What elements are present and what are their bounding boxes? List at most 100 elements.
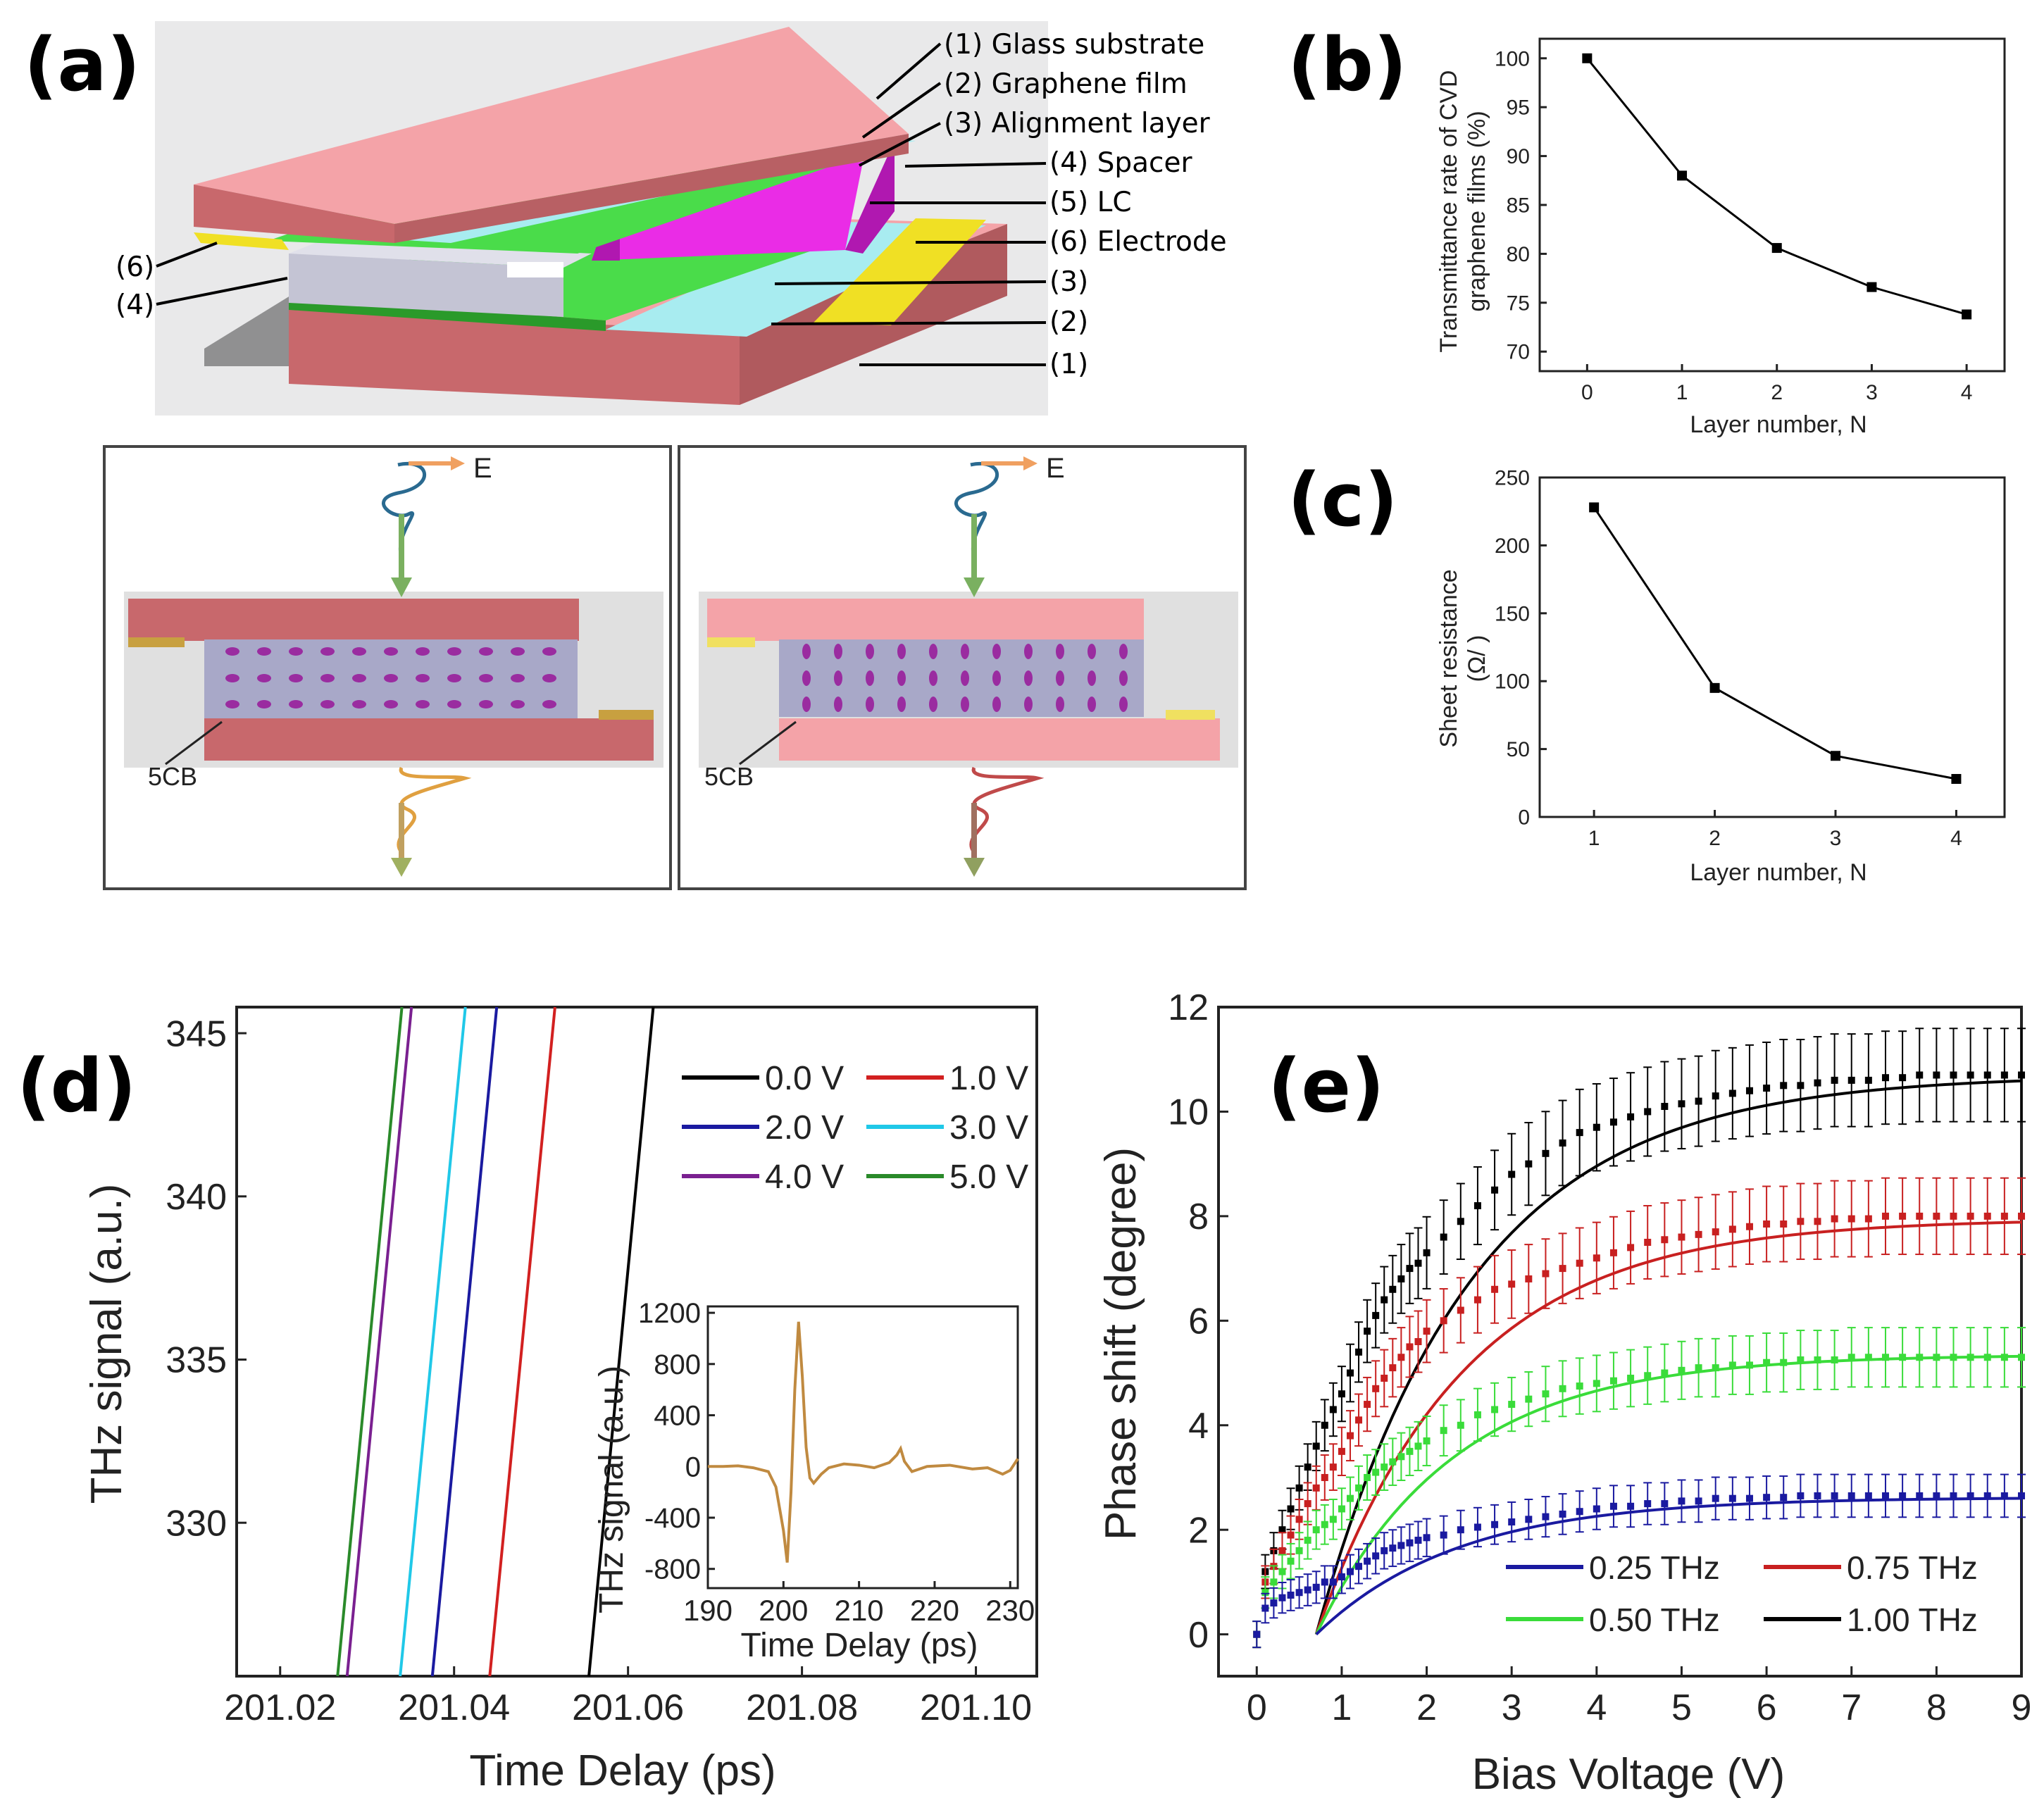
chart-e-point (1295, 1547, 1303, 1554)
chart-e-point (1627, 1244, 1635, 1251)
chart-e-ytick-label: 0 (1188, 1615, 1209, 1656)
chart-c-ytick-label: 100 (1495, 670, 1530, 694)
chart-c-xlabel: Layer number, N (1690, 859, 1867, 886)
chart-c: 1 2 3 4 0 50 100 150 200 250 (1495, 467, 2006, 850)
chart-e-point (1278, 1526, 1286, 1534)
chart-e-point (1253, 1630, 1261, 1638)
chart-e-point (1542, 1513, 1550, 1521)
chart-e-point (1627, 1502, 1635, 1510)
chart-e-point (1864, 1492, 1872, 1499)
field-label-on: E (1046, 453, 1065, 484)
chart-e-point (1381, 1463, 1388, 1471)
transmitted-arrow-on (964, 858, 985, 877)
chart-d-inset-ytick-label: 0 (685, 1451, 701, 1482)
chart-e-point (1295, 1516, 1303, 1523)
chart-d-inset-xtick-label: 220 (910, 1594, 959, 1627)
chart-e-point (1881, 1212, 1889, 1220)
chart-d-plot-frame (235, 1006, 1038, 1678)
chart-e-point (1457, 1526, 1464, 1534)
chart-d-legend-label: 4.0 V (765, 1159, 844, 1196)
chart-e-point (1473, 1296, 1481, 1304)
chart-e-point (1329, 1516, 1337, 1523)
chart-e-point (1847, 1492, 1855, 1499)
chart-e-point (1695, 1097, 1702, 1105)
chart-e-xlabel: Bias Voltage (V) (1472, 1750, 1786, 1799)
chart-e-point (1389, 1544, 1397, 1552)
chart-e-point (1661, 1500, 1669, 1508)
chart-d-inset-series-line (708, 1321, 1019, 1563)
chart-e-point (1847, 1215, 1855, 1223)
chart-e-point (1728, 1361, 1736, 1369)
chart-d-inset-xtick-label: 230 (985, 1594, 1035, 1627)
chart-d-legend-label: 5.0 V (949, 1159, 1028, 1196)
chart-e-point (1312, 1484, 1320, 1492)
chart-d-xtick-label: 201.10 (920, 1687, 1032, 1728)
chart-c-ytick-label: 50 (1507, 738, 1530, 761)
chart-e-point (1381, 1296, 1388, 1304)
chart-e-ytick-label: 4 (1188, 1406, 1209, 1447)
chart-e-point (1542, 1270, 1550, 1278)
chart-d-inset: 190 200 210 220 230 -800 -400 0 400 800 1200 (638, 1298, 1035, 1627)
chart-e-point (1508, 1401, 1516, 1409)
chart-b-point (1582, 53, 1593, 63)
chart-d-inset-ytick-label: -800 (644, 1554, 701, 1585)
chart-e-point (1381, 1374, 1388, 1382)
chart-c-ytick-label: 200 (1495, 535, 1530, 558)
chart-e-legend-label: 1.00 THz (1847, 1601, 1978, 1638)
callouts-right (771, 42, 1047, 366)
transmitted-wave-on (969, 766, 1045, 854)
top-glass-side (394, 134, 909, 243)
chart-e-point (1329, 1578, 1337, 1586)
chart-e-legend: 0.25 THz 0.75 THz 0.50 THz 1.00 THz (1506, 1549, 1978, 1638)
chart-e-point (1847, 1354, 1855, 1361)
chart-e-point (1287, 1531, 1295, 1539)
chart-e-point (1329, 1406, 1337, 1413)
chart-b-ytick-label: 100 (1495, 47, 1530, 70)
top-glass-on (707, 599, 1144, 641)
chart-e-xtick-label: 0 (1247, 1687, 1267, 1728)
chart-e-point (1763, 1085, 1771, 1092)
chart-e-point (2018, 1071, 2025, 1079)
chart-e-point (1780, 1220, 1788, 1228)
chart-e-point (1321, 1521, 1328, 1528)
callout-lc: (5) LC (1049, 187, 1132, 218)
chart-e-point (1576, 1508, 1583, 1516)
panel-b: (b) 0 1 2 3 4 70 75 80 85 90 95 100 Transmittance r… (1288, 22, 2006, 438)
chart-b-plot-frame (1538, 37, 2006, 373)
chart-d-xtick-label: 201.04 (398, 1687, 510, 1728)
chart-e-fit-curve (1315, 1497, 2022, 1636)
lc-pointer-off (165, 720, 223, 766)
chart-e-xtick-label: 7 (1841, 1687, 1862, 1728)
chart-d-xtick-label: 201.02 (224, 1687, 336, 1728)
chart-c-point (1831, 751, 1840, 761)
chart-e-point (1355, 1484, 1363, 1492)
incident-wave-on (954, 461, 999, 585)
chart-e-legend-label: 0.50 THz (1589, 1601, 1720, 1638)
chart-e-xtick-label: 5 (1671, 1687, 1692, 1728)
chart-c-point (1589, 502, 1600, 513)
chart-e-point (1406, 1539, 1414, 1547)
chart-e-point (1864, 1076, 1872, 1084)
chart-e-point (1397, 1453, 1405, 1461)
chart-d-series-line (399, 1006, 467, 1677)
chart-e-point (1525, 1395, 1533, 1403)
chart-b-point (1771, 243, 1782, 254)
chart-e-point (1525, 1160, 1533, 1168)
chart-e-point (1525, 1516, 1533, 1523)
chart-d: 201.02 201.04 201.06 201.08 201.10 330 335 340 3… (166, 1006, 1038, 1728)
chart-b-xtick-label: 0 (1581, 381, 1593, 404)
chart-e-point (1457, 1218, 1464, 1225)
chart-b-xlabel: Layer number, N (1690, 411, 1867, 438)
lc-molecules-horizontal (225, 647, 556, 708)
chart-d-series-line (345, 1006, 413, 1677)
chart-e-point (1661, 1103, 1669, 1111)
chart-e-point (1304, 1500, 1311, 1508)
chart-e-point (1321, 1578, 1328, 1586)
chart-e-point (1295, 1484, 1303, 1492)
chart-e-ytick-label: 2 (1188, 1510, 1209, 1551)
chart-e-xtick-label: 1 (1331, 1687, 1352, 1728)
chart-d-ytick-label: 345 (166, 1013, 227, 1054)
chart-e-point (1695, 1364, 1702, 1372)
chart-c-xtick-label: 2 (1709, 827, 1721, 850)
